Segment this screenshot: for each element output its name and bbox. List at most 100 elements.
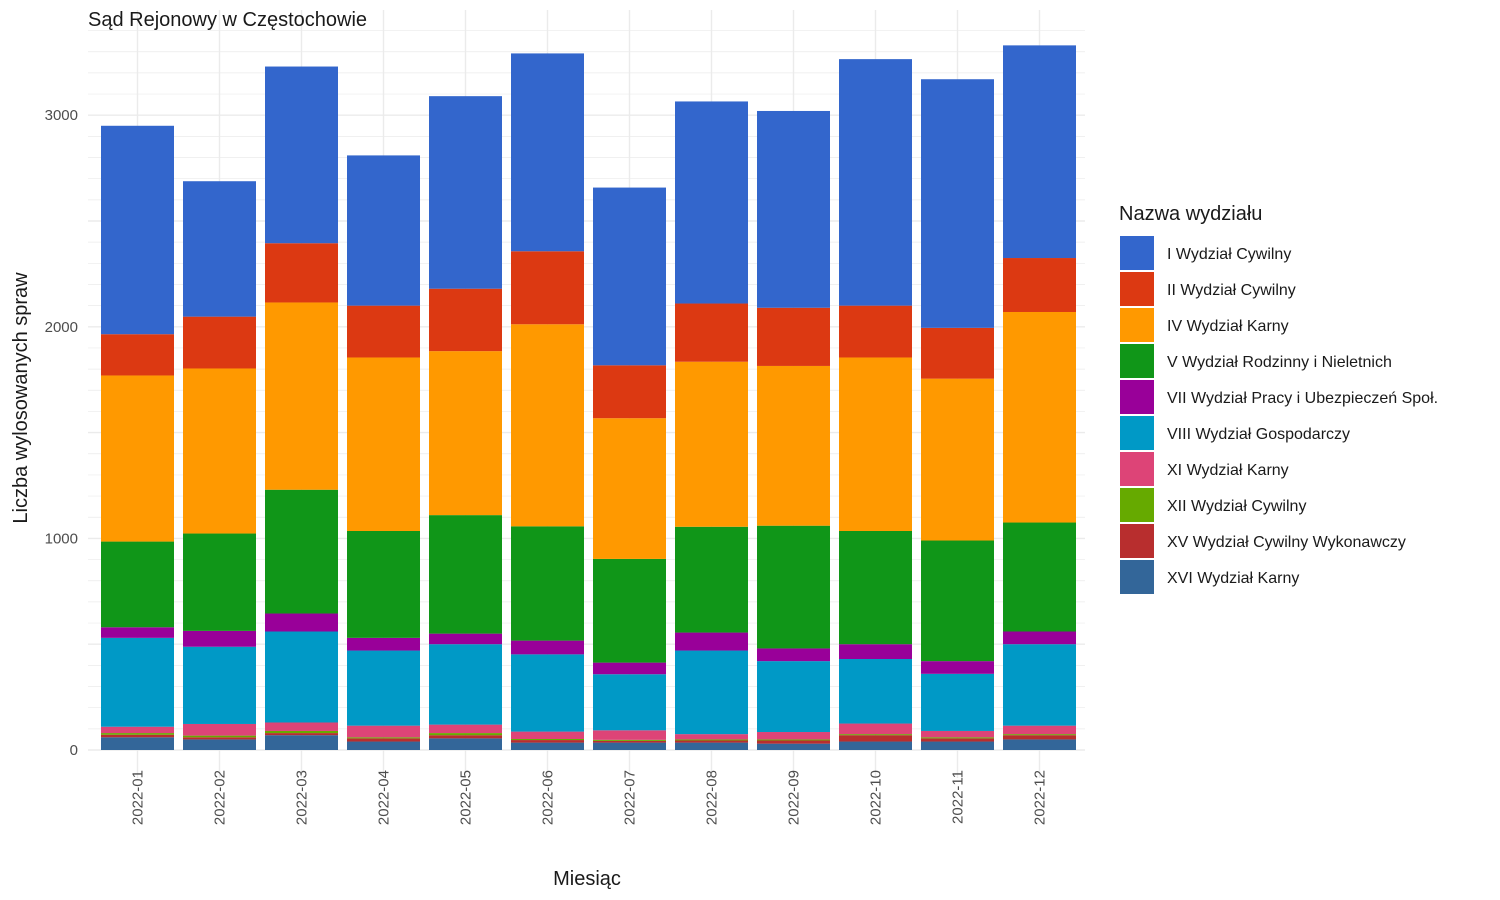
- bar-segment: [1003, 311, 1076, 523]
- bar-segment: [347, 650, 420, 726]
- bar-segment: [839, 735, 912, 742]
- bar-segment: [839, 357, 912, 531]
- bar-segment: [347, 741, 420, 750]
- bar-segment: [265, 730, 338, 734]
- x-tick-label: 2022-04: [376, 770, 393, 825]
- bar-segment: [183, 735, 256, 738]
- bar-segment: [593, 662, 666, 675]
- bar-segment: [511, 640, 584, 655]
- bar-segment: [347, 357, 420, 531]
- bar-segment: [757, 743, 830, 750]
- bar-segment: [593, 418, 666, 559]
- legend-item: XVI Wydział Karny: [1120, 560, 1299, 594]
- y-tick-label: 3000: [45, 107, 78, 124]
- bar-segment: [429, 633, 502, 645]
- bar-segment: [101, 627, 174, 638]
- bar-segment: [265, 613, 338, 632]
- bar-segment: [101, 737, 174, 750]
- bar-segment: [757, 732, 830, 740]
- bar-segment: [511, 324, 584, 527]
- bar-segment: [429, 738, 502, 750]
- legend-item: V Wydział Rodzinny i Nieletnich: [1120, 344, 1392, 378]
- bar-segment: [1003, 725, 1076, 735]
- bar-segment: [429, 96, 502, 289]
- bar-segment: [429, 644, 502, 725]
- bar-segment: [675, 739, 748, 741]
- legend-item: I Wydział Cywilny: [1120, 236, 1291, 270]
- bar-segment: [921, 737, 994, 739]
- bar-segment: [183, 739, 256, 750]
- bar-segment: [921, 540, 994, 662]
- bar-segment: [265, 302, 338, 490]
- x-tick-label: 2022-05: [458, 770, 475, 825]
- bar-segment: [675, 632, 748, 651]
- y-axis-ticks: 0 1000 2000 3000: [45, 107, 78, 759]
- bar-segment: [101, 541, 174, 628]
- bar-segment: [511, 740, 584, 743]
- bar-segment: [839, 305, 912, 358]
- x-tick-label: 2022-02: [212, 770, 229, 825]
- bar-segment: [347, 530, 420, 638]
- legend-label: VIII Wydział Gospodarczy: [1167, 426, 1350, 443]
- bar-segment: [1003, 631, 1076, 645]
- bar-segment: [675, 303, 748, 362]
- bar-segment: [839, 723, 912, 735]
- legend-swatch: [1120, 416, 1154, 450]
- bar-segment: [265, 735, 338, 750]
- bar-segment: [429, 288, 502, 352]
- bar-segment: [347, 305, 420, 358]
- legend-swatch: [1120, 308, 1154, 342]
- bar-segment: [593, 187, 666, 366]
- bar-segment: [511, 251, 584, 325]
- legend-item: IV Wydział Karny: [1120, 308, 1289, 342]
- bar-segment: [429, 515, 502, 634]
- bar-segment: [347, 738, 420, 742]
- bar-segment: [511, 654, 584, 732]
- bar-segment: [675, 742, 748, 750]
- bar-segment: [347, 637, 420, 651]
- bar-segment: [675, 740, 748, 743]
- bar-segment: [347, 737, 420, 739]
- legend-swatch: [1120, 488, 1154, 522]
- x-tick-label: 2022-12: [1032, 770, 1049, 825]
- bar-segment: [757, 365, 830, 526]
- bar-segment: [1003, 734, 1076, 736]
- legend-label: XII Wydział Cywilny: [1167, 498, 1306, 515]
- bar-segment: [101, 637, 174, 727]
- legend-swatch: [1120, 380, 1154, 414]
- bar-segment: [921, 741, 994, 750]
- bar-segment: [183, 646, 256, 724]
- bar-segment: [593, 365, 666, 419]
- bar-segment: [183, 368, 256, 534]
- bar-segment: [1003, 45, 1076, 259]
- legend-swatch: [1120, 272, 1154, 306]
- legend-title: Nazwa wydziału: [1119, 203, 1262, 225]
- bar-segment: [429, 735, 502, 739]
- bar-segment: [183, 737, 256, 740]
- x-tick-label: 2022-11: [950, 770, 967, 824]
- bar-segment: [757, 307, 830, 366]
- x-tick-label: 2022-06: [540, 770, 557, 825]
- bar-segment: [757, 648, 830, 662]
- bar-segment: [839, 734, 912, 736]
- legend-swatch: [1120, 344, 1154, 378]
- bar-segment: [183, 316, 256, 369]
- legend-label: I Wydział Cywilny: [1167, 246, 1291, 263]
- bar-segment: [839, 741, 912, 750]
- legend-item: II Wydział Cywilny: [1120, 272, 1296, 306]
- x-axis-title: Miesiąc: [553, 868, 621, 890]
- legend-item: VIII Wydział Gospodarczy: [1120, 416, 1350, 450]
- bar-segment: [921, 738, 994, 742]
- legend: Nazwa wydziału I Wydział Cywilny II Wydzi…: [1119, 203, 1438, 594]
- bar-segment: [429, 733, 502, 736]
- bar-segment: [265, 733, 338, 736]
- legend-label: XI Wydział Karny: [1167, 462, 1289, 479]
- bar-segment: [265, 722, 338, 731]
- bar-segment: [1003, 735, 1076, 740]
- bar-segment: [593, 740, 666, 743]
- bar-segment: [675, 101, 748, 304]
- bar-segment: [511, 738, 584, 741]
- bar-segment: [593, 739, 666, 741]
- bar-segment: [511, 731, 584, 739]
